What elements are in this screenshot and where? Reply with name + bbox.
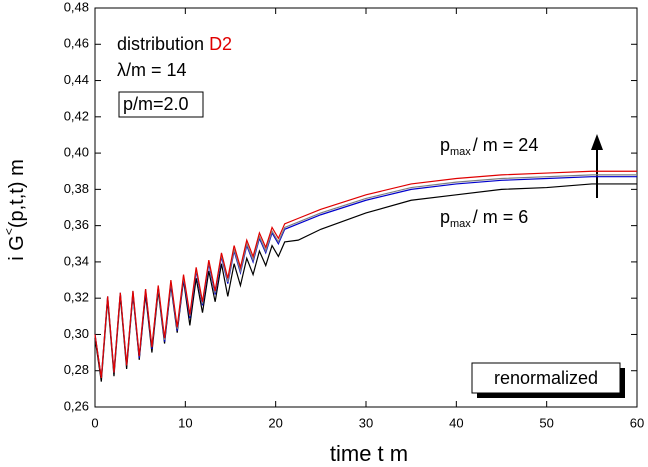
x-tick-label: 40 xyxy=(449,415,463,430)
x-axis-label: time t m xyxy=(330,441,408,466)
x-tick-label: 60 xyxy=(630,415,644,430)
series-line xyxy=(94,176,637,379)
p: p xyxy=(440,207,450,227)
x-tick-label: 0 xyxy=(91,415,98,430)
momentum-box xyxy=(118,91,204,118)
rest: / m = 24 xyxy=(473,135,539,155)
distribution-name: D2 xyxy=(209,34,232,54)
y-label-rest: (p,t,t) m xyxy=(6,159,28,228)
series-line xyxy=(94,170,637,379)
scheme-box xyxy=(471,362,621,394)
arrow-head xyxy=(591,134,603,150)
y-tick-label: 0,32 xyxy=(64,290,89,305)
x-tick-label: 10 xyxy=(178,415,192,430)
scheme-label: renormalized xyxy=(494,368,598,388)
y-tick-label: 0,40 xyxy=(64,145,89,160)
y-tick-label: 0,30 xyxy=(64,326,89,341)
x-tick-label: 30 xyxy=(359,415,373,430)
p: p xyxy=(440,135,450,155)
y-tick-label: 0,42 xyxy=(64,108,89,123)
sub: max xyxy=(450,218,471,230)
upper-label: pmax / m = 24 xyxy=(440,135,538,158)
y-label-sup: < xyxy=(2,228,16,235)
y-tick-label: 0,38 xyxy=(64,181,89,196)
lower-label: pmax / m = 6 xyxy=(440,207,528,230)
x-tick-label: 50 xyxy=(539,415,553,430)
y-tick-label: 0,48 xyxy=(64,0,89,14)
distribution-text: distribution xyxy=(117,34,204,54)
series-line xyxy=(94,183,637,382)
x-tick-label: 20 xyxy=(268,415,282,430)
y-tick-label: 0,36 xyxy=(64,217,89,232)
sub: max xyxy=(450,146,471,158)
y-label-main: i G xyxy=(6,235,28,261)
series-line xyxy=(94,174,637,379)
y-tick-label: 0,28 xyxy=(64,362,89,377)
y-tick-label: 0,46 xyxy=(64,36,89,51)
y-tick-label: 0,44 xyxy=(64,72,89,87)
distribution-label: distribution D2 xyxy=(117,34,232,54)
coupling-label: λ/m = 14 xyxy=(117,60,187,80)
y-tick-label: 0,34 xyxy=(64,253,89,268)
momentum-label: p/m=2.0 xyxy=(123,94,189,114)
y-tick-label: 0,26 xyxy=(64,398,89,413)
y-axis-label: i G<(p,t,t) m xyxy=(2,159,28,260)
rest: / m = 6 xyxy=(473,207,529,227)
